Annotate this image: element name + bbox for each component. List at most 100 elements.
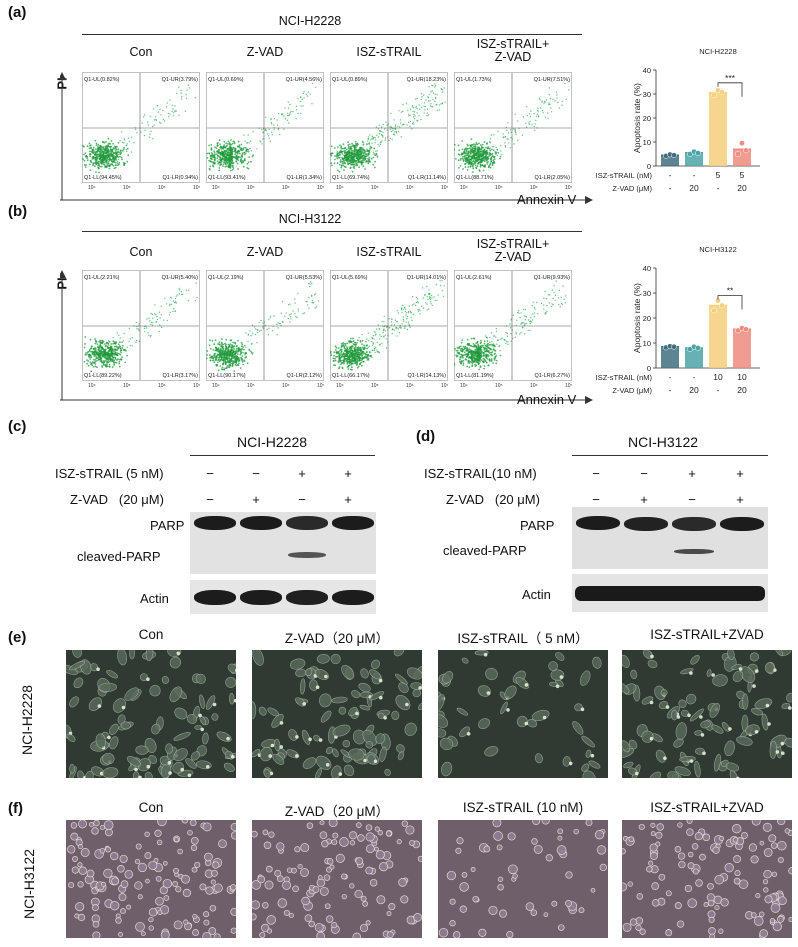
x-tick: 10⁷ xyxy=(441,383,448,388)
quadrant-label: Q1-LL(90.17%) xyxy=(208,373,246,379)
panel-d-header-line xyxy=(572,455,768,456)
panel-b-label: (b) xyxy=(8,203,28,220)
panel-d-cleaved-parp-label: cleaved-PARP xyxy=(443,543,527,558)
panel-d-parp-label: PARP xyxy=(520,518,555,533)
x-tick: 10⁴ xyxy=(212,185,220,190)
x-tick: 10⁵ xyxy=(123,185,131,190)
band xyxy=(672,517,716,531)
y-tick: 0 xyxy=(647,364,651,373)
panel-f-row-label: NCI-H3122 xyxy=(21,848,38,920)
panel-c-cell-line: NCI-H2228 xyxy=(237,434,308,450)
x-tick: 10⁶ xyxy=(282,383,290,388)
row1-value: - xyxy=(669,372,672,382)
treatment-sign: + xyxy=(344,466,352,481)
micrograph-title: Con xyxy=(138,627,164,642)
significance-mark: ** xyxy=(727,286,734,296)
panel-e-row-label: NCI-H2228 xyxy=(19,684,36,756)
micrograph-title: Con xyxy=(138,800,164,815)
treatment-sign: − xyxy=(688,492,696,507)
data-point xyxy=(687,346,693,353)
data-point xyxy=(695,345,701,351)
flow-plot: Q1-UL(2.61%) Q1-UR(9.93%) Q1-LL(81.19%) Q1-… xyxy=(454,270,572,388)
chart-title: NCI-H3122 xyxy=(699,245,737,254)
treatment-sign: − xyxy=(640,466,648,481)
x-tick: 10⁴ xyxy=(212,383,220,388)
quadrant-label: Q1-LL(66.17%) xyxy=(332,373,370,379)
quadrant-label: Q1-LR(2.05%) xyxy=(535,175,571,181)
quadrant-label: Q1-UL(2.61%) xyxy=(456,275,492,281)
data-point xyxy=(695,150,701,156)
row2-label: Z-VAD (μM) xyxy=(612,386,652,395)
panel-c-header-line xyxy=(190,455,375,456)
panel-c-parp-label: PARP xyxy=(150,518,185,533)
x-tick: 10⁶ xyxy=(406,383,414,388)
band xyxy=(286,516,328,530)
x-tick: 10⁵ xyxy=(495,185,503,190)
flow-condition-title: Z-VAD xyxy=(246,45,284,59)
micrograph-image xyxy=(438,650,608,778)
micrograph-title: ISZ-sTRAIL (10 nM) xyxy=(462,800,584,815)
y-tick: 30 xyxy=(643,90,651,99)
band xyxy=(240,516,282,530)
band xyxy=(720,517,764,531)
panel-e-label: (e) xyxy=(8,629,27,646)
micrograph-image xyxy=(438,820,608,938)
x-tick: 10⁶ xyxy=(158,383,166,388)
cleaved-band xyxy=(288,552,326,558)
micrograph-title: Z-VAD（20 μM） xyxy=(284,631,390,646)
x-tick: 10⁷ xyxy=(193,383,200,388)
x-tick: 10⁷ xyxy=(441,185,448,190)
quadrant-label: Q1-LL(93.41%) xyxy=(208,175,246,181)
bar xyxy=(733,329,751,368)
quadrant-label: Q1-LL(89.22%) xyxy=(84,373,122,379)
panel-f-label: (f) xyxy=(8,800,23,817)
panel-a-cell-line: NCI-H2228 xyxy=(278,14,342,28)
panel-c-treat2-label: Z-VAD (20 μM) xyxy=(70,492,164,507)
data-point xyxy=(739,140,745,147)
panel-b-header-line xyxy=(82,231,582,232)
flow-plot: Q1-UL(1.73%) Q1-UR(7.51%) Q1-LL(88.71%) Q1-… xyxy=(454,72,572,190)
row1-value: 10 xyxy=(713,372,723,382)
band xyxy=(194,590,236,605)
row1-label: ISZ-sTRAIL (nM) xyxy=(596,171,653,180)
row2-value: 20 xyxy=(737,385,747,395)
x-tick: 10⁶ xyxy=(530,383,538,388)
panel-a-x-axis-label: Annexin V xyxy=(517,192,577,207)
x-tick: 10⁵ xyxy=(371,383,379,388)
x-tick: 10⁴ xyxy=(336,383,344,388)
quadrant-label: Q1-UR(4.56%) xyxy=(286,77,323,83)
data-point xyxy=(719,302,725,309)
panel-d-label: (d) xyxy=(416,428,436,445)
row1-label: ISZ-sTRAIL (nM) xyxy=(596,373,653,382)
row1-value: 5 xyxy=(716,170,721,180)
quadrant-label: Q1-UR(5.53%) xyxy=(286,275,323,281)
flow-condition-title: ISZ-sTRAIL+ Z-VAD xyxy=(476,237,550,264)
y-tick: 10 xyxy=(643,138,651,147)
band xyxy=(624,517,668,531)
quadrant-label: Q1-LR(14.13%) xyxy=(407,373,446,379)
micrograph-title: Z-VAD（20 μM） xyxy=(284,804,390,819)
y-tick: 40 xyxy=(643,264,651,273)
quadrant-label: Q1-UL(0.69%) xyxy=(208,77,244,83)
panel-a-bar-chart: NCI-H2228 Apoptosis rate (%) 0 10 20 30 40 *** I… xyxy=(596,47,760,193)
quadrant-label: Q1-UR(14.01%) xyxy=(407,275,447,281)
data-point xyxy=(671,152,677,159)
panel-a-label: (a) xyxy=(8,4,27,21)
quadrant-label: Q1-UL(0.89%) xyxy=(332,77,368,83)
y-tick: 0 xyxy=(647,162,651,171)
x-tick: 10⁶ xyxy=(406,185,414,190)
row2-value: - xyxy=(717,385,720,395)
panel-d-treat1-label: ISZ-sTRAIL(10 nM) xyxy=(424,466,537,481)
quadrant-label: Q1-LL(81.19%) xyxy=(456,373,494,379)
x-tick: 10⁴ xyxy=(336,185,344,190)
panel-a-axes xyxy=(60,72,593,204)
panel-d-cell-line: NCI-H3122 xyxy=(628,434,699,450)
data-point xyxy=(711,307,717,314)
quadrant-label: Q1-LR(3.17%) xyxy=(163,373,199,379)
x-tick: 10⁶ xyxy=(530,185,538,190)
x-tick: 10⁶ xyxy=(282,185,290,190)
row1-value: - xyxy=(693,170,696,180)
panel-b-cell-line: NCI-H3122 xyxy=(278,212,342,226)
quadrant-label: Q1-UL(2.19%) xyxy=(208,275,244,281)
band xyxy=(576,516,620,530)
